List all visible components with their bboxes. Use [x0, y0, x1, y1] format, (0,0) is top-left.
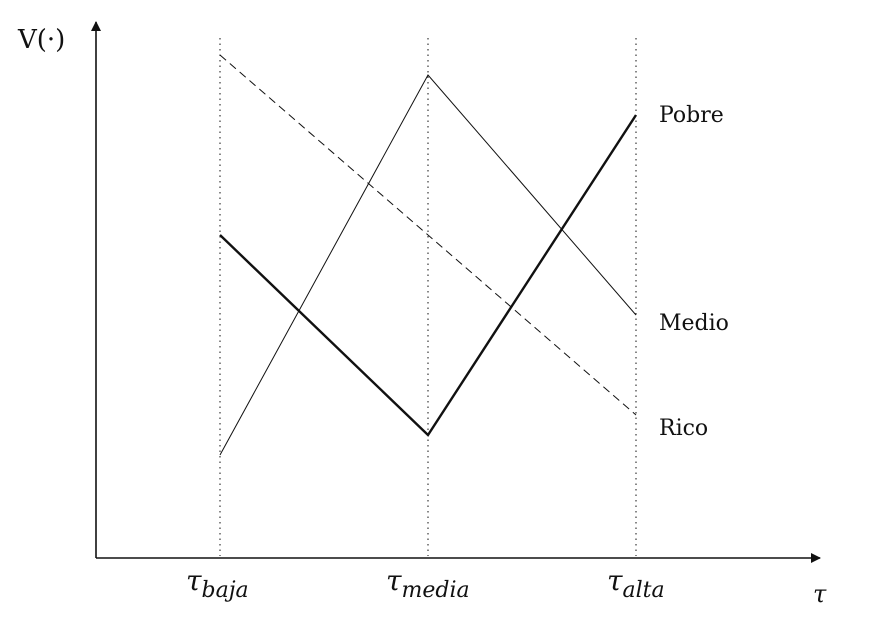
series-line-pobre — [219, 114, 638, 437]
x-axis-label: τ — [813, 580, 827, 608]
series-label-pobre: Pobre — [659, 103, 724, 128]
series-label-rico: Rico — [659, 416, 708, 441]
tick-label-alta: τalta — [607, 564, 665, 603]
series-labels: Pobre Medio Rico — [659, 103, 729, 441]
series-line-medio — [219, 74, 637, 456]
tick-label-media: τmedia — [386, 564, 470, 603]
series-lines — [219, 54, 638, 456]
guide-lines — [219, 38, 637, 556]
tick-labels: τbaja τmedia τalta — [186, 564, 665, 603]
tick-label-baja: τbaja — [186, 564, 249, 603]
y-axis-label: V(·) — [17, 25, 65, 55]
series-label-medio: Medio — [659, 311, 729, 336]
series-line-rico — [219, 54, 637, 416]
